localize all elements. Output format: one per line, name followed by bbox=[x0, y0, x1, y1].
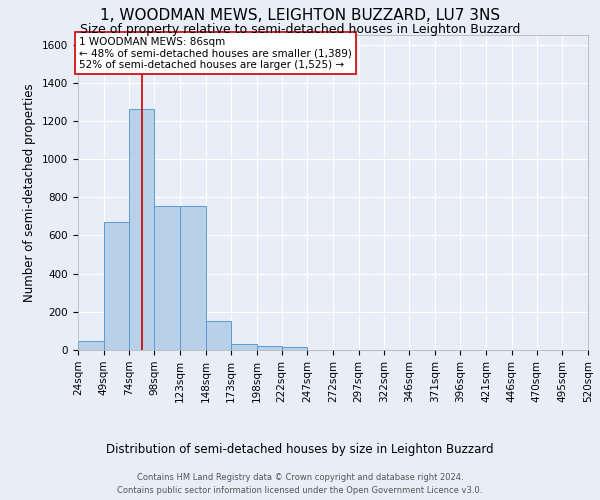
Text: 1, WOODMAN MEWS, LEIGHTON BUZZARD, LU7 3NS: 1, WOODMAN MEWS, LEIGHTON BUZZARD, LU7 3… bbox=[100, 8, 500, 22]
Bar bbox=[78, 342, 104, 350]
Text: Distribution of semi-detached houses by size in Leighton Buzzard: Distribution of semi-detached houses by … bbox=[106, 442, 494, 456]
Bar bbox=[281, 347, 307, 350]
Bar bbox=[130, 108, 154, 350]
Bar bbox=[205, 322, 231, 350]
Bar bbox=[257, 346, 281, 350]
Text: Contains HM Land Registry data © Crown copyright and database right 2024.: Contains HM Land Registry data © Crown c… bbox=[137, 472, 463, 482]
Text: 1 WOODMAN MEWS: 86sqm
← 48% of semi-detached houses are smaller (1,389)
52% of s: 1 WOODMAN MEWS: 86sqm ← 48% of semi-deta… bbox=[79, 36, 352, 70]
Y-axis label: Number of semi-detached properties: Number of semi-detached properties bbox=[23, 83, 37, 302]
Bar bbox=[154, 206, 180, 350]
Bar bbox=[104, 222, 130, 350]
Bar bbox=[180, 206, 205, 350]
Text: Size of property relative to semi-detached houses in Leighton Buzzard: Size of property relative to semi-detach… bbox=[80, 22, 520, 36]
Bar bbox=[231, 344, 257, 350]
Text: Contains public sector information licensed under the Open Government Licence v3: Contains public sector information licen… bbox=[118, 486, 482, 495]
